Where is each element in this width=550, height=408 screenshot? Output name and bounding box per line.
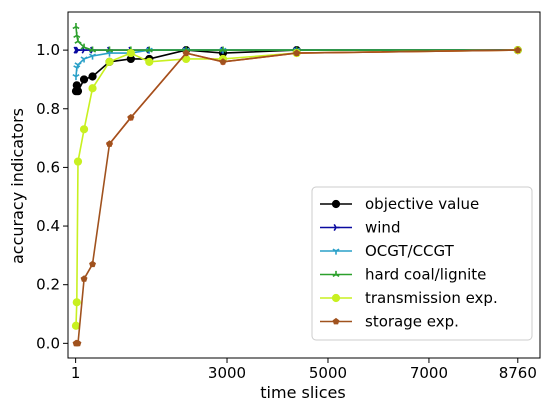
- y-axis-label: accuracy indicators: [8, 108, 27, 264]
- legend-label: storage exp.: [365, 313, 459, 331]
- series-hard-coal-lignite: [72, 23, 522, 53]
- data-point: [80, 43, 88, 50]
- data-point: [71, 321, 81, 330]
- data-point: [182, 49, 190, 56]
- legend-marker: [332, 317, 340, 325]
- legend-label: wind: [365, 219, 400, 237]
- legend-entry-wind: wind: [320, 219, 400, 237]
- data-point: [88, 72, 97, 81]
- legend-marker: [332, 248, 340, 255]
- data-point: [75, 46, 82, 54]
- data-point: [73, 157, 83, 166]
- data-point: [105, 46, 114, 53]
- y-tick-label: 0.8: [36, 100, 60, 118]
- y-tick-label: 0.2: [36, 276, 60, 294]
- data-point: [79, 75, 89, 84]
- data-point: [89, 53, 97, 60]
- data-point: [72, 298, 81, 307]
- series-storage-exp: [72, 46, 522, 347]
- y-tick-label: 0.4: [36, 217, 60, 235]
- data-point: [219, 58, 227, 65]
- data-point: [89, 260, 96, 268]
- data-point: [89, 46, 97, 53]
- data-point: [126, 48, 135, 58]
- x-axis-label: time slices: [260, 383, 345, 402]
- data-point: [72, 74, 80, 81]
- x-tick-label: 5000: [309, 364, 347, 382]
- data-point: [219, 46, 227, 53]
- legend-label: transmission exp.: [365, 289, 498, 307]
- y-tick-label: 0.0: [36, 334, 60, 352]
- legend-marker: [331, 199, 341, 209]
- data-point: [514, 46, 522, 53]
- data-point: [73, 31, 81, 38]
- legend-marker: [333, 223, 340, 232]
- data-point: [105, 57, 114, 66]
- series-line: [108, 49, 518, 145]
- legend-entry-hard-coal-lignite: hard coal/lignite: [320, 266, 486, 284]
- data-point: [106, 140, 113, 147]
- data-point: [74, 37, 82, 44]
- legend-label: hard coal/lignite: [365, 266, 486, 284]
- x-tick-label: 3000: [208, 364, 246, 382]
- plot-area: [71, 23, 522, 347]
- y-tick-label: 0.6: [36, 158, 60, 176]
- series-line: [75, 49, 518, 326]
- data-point: [72, 23, 80, 30]
- data-point: [79, 125, 89, 134]
- x-tick-label: 1: [71, 364, 81, 382]
- legend-entry-ocgt-ccgt: OCGT/CCGT: [320, 242, 455, 260]
- data-point: [74, 339, 82, 347]
- legend-entry-objective-value: objective value: [320, 195, 479, 213]
- x-tick-label: 8760: [499, 364, 537, 382]
- legend-label: OCGT/CCGT: [365, 242, 455, 260]
- legend-marker: [331, 293, 341, 303]
- series-unlabeled-5: [105, 46, 522, 148]
- legend-box: [311, 186, 533, 341]
- data-point: [127, 114, 135, 121]
- plot-frame: [67, 11, 541, 359]
- data-point: [145, 57, 154, 66]
- legend: objective value wind OCGT/CCGT hard coal/li…: [311, 186, 533, 341]
- axes: 1 3000 5000 7000 8760 0.0 0.2 0.4 0.6 0.8 1.0: [36, 11, 541, 382]
- data-point: [88, 84, 97, 93]
- legend-marker: [332, 270, 340, 277]
- data-point: [145, 46, 153, 53]
- legend-entry-storage-exp: storage exp.: [320, 313, 459, 331]
- y-tick-label: 1.0: [36, 41, 60, 59]
- data-point: [73, 87, 83, 96]
- x-tick-label: 7000: [410, 364, 448, 382]
- data-point: [293, 49, 301, 56]
- data-point: [80, 56, 88, 63]
- legend-label: objective value: [365, 195, 479, 213]
- data-point: [80, 275, 88, 282]
- legend-entry-transmission-exp: transmission exp.: [320, 289, 498, 307]
- data-point: [74, 62, 82, 69]
